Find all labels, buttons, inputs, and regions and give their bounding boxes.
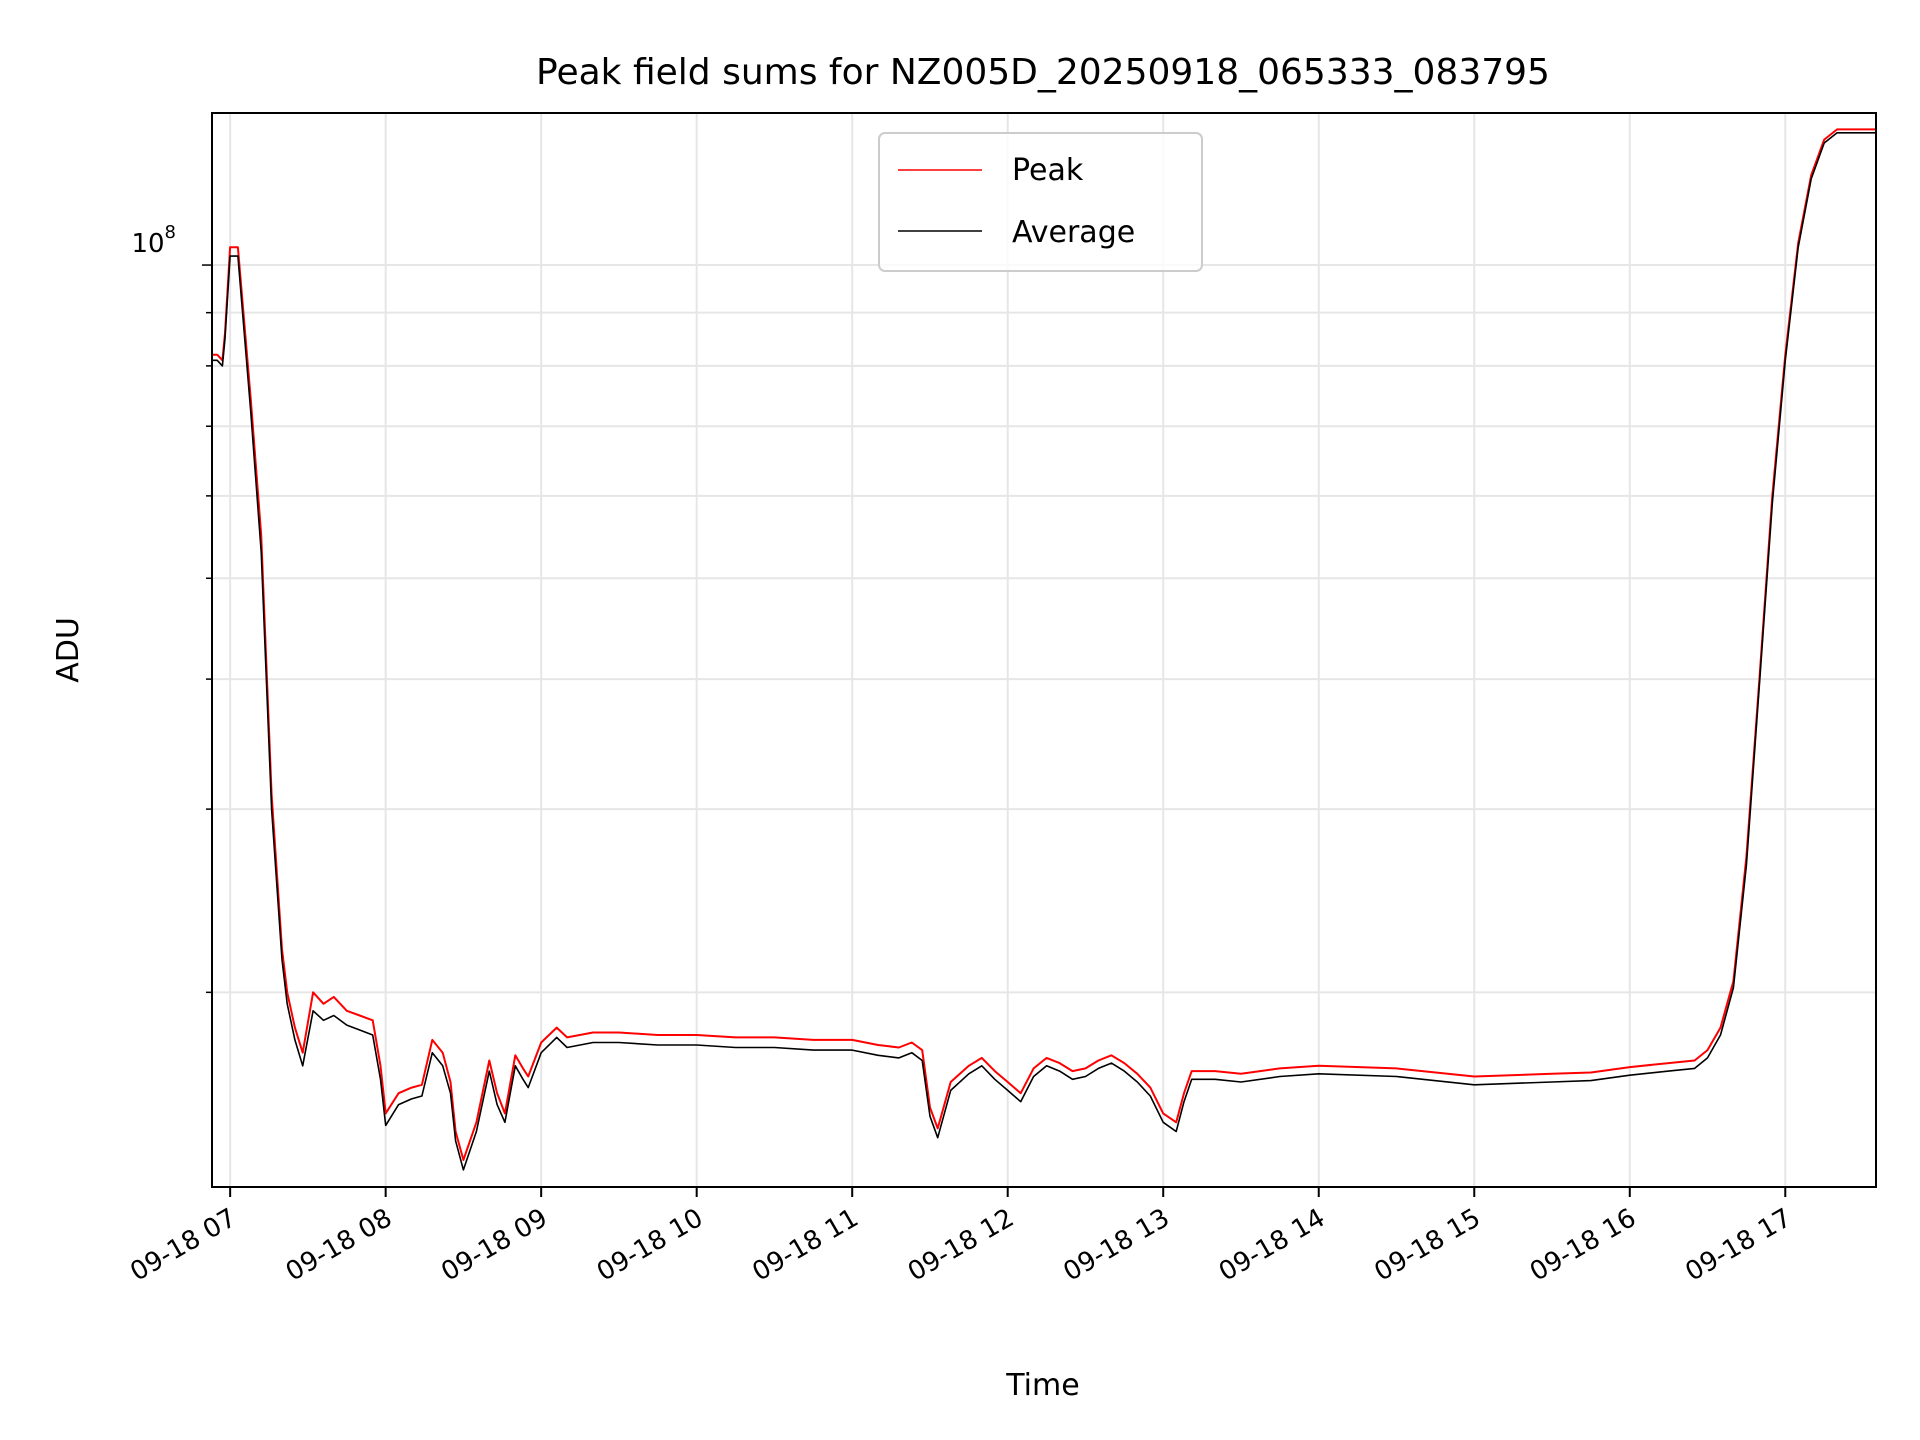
x-axis-label: Time [1005, 1368, 1079, 1403]
y-tick-label-1e8: 108 [131, 222, 176, 259]
y-axis-label: ADU [51, 617, 86, 683]
plot-area [211, 112, 1877, 1188]
legend-label-average: Average [1012, 215, 1135, 250]
y-tick-exponent: 8 [165, 222, 176, 243]
axes-frame [211, 112, 1877, 1188]
series-line-average [212, 132, 1876, 1171]
legend: Peak Average [878, 132, 1203, 272]
grid-lines [212, 113, 1876, 1187]
legend-label-peak: Peak [1012, 153, 1084, 188]
y-axis: 108 [131, 222, 212, 994]
legend-box [878, 132, 1203, 272]
y-tick-base: 10 [131, 229, 164, 259]
series-line-peak [212, 128, 1876, 1161]
chart-title: Peak field sums for NZ005D_20250918_0653… [536, 52, 1550, 93]
axes-background [212, 113, 1876, 1187]
series-lines [212, 128, 1876, 1171]
